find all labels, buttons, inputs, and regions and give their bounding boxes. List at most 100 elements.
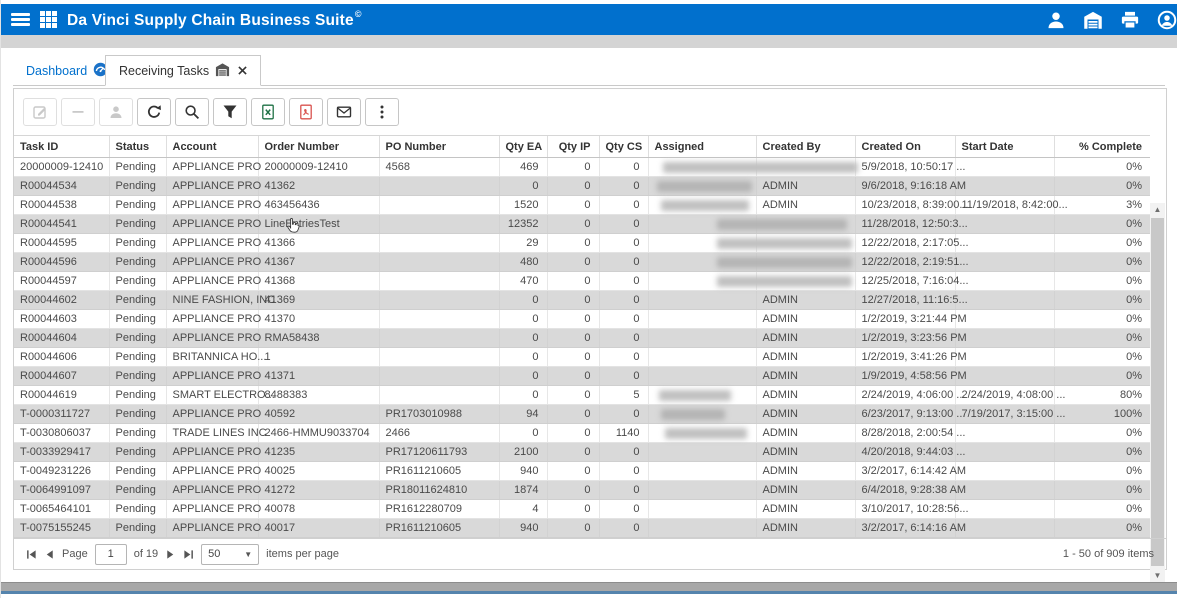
last-page-button[interactable]: [183, 549, 194, 560]
cell-assigned: [647, 442, 756, 462]
column-header-created_by[interactable]: Created By: [755, 135, 855, 158]
vertical-scrollbar[interactable]: ▲ ▼: [1150, 203, 1165, 583]
table-row[interactable]: R00044597 Pending APPLIANCE PRO 41368 470 0 0 1…: [14, 271, 1150, 291]
prev-page-button[interactable]: [44, 549, 55, 560]
cell-qty_ip: 0: [546, 461, 599, 481]
close-tab-icon[interactable]: [238, 65, 247, 77]
table-row[interactable]: T-0033929417 Pending APPLIANCE PRO 41235 PR1…: [14, 442, 1150, 462]
cell-po: [378, 328, 499, 348]
next-page-button[interactable]: [165, 549, 176, 560]
warehouse-icon: [215, 62, 230, 80]
table-row[interactable]: 20000009-12410 Pending APPLIANCE PRO 200000…: [14, 157, 1150, 177]
cell-assigned: [647, 290, 756, 310]
column-header-status[interactable]: Status: [108, 135, 166, 158]
first-page-button[interactable]: [26, 549, 37, 560]
column-header-po[interactable]: PO Number: [378, 135, 499, 158]
table-row[interactable]: R00044604 Pending APPLIANCE PRO RMA58438 0 0 0…: [14, 328, 1150, 348]
cell-task_id: R00044607: [14, 366, 109, 386]
table-row[interactable]: T-0064991097 Pending APPLIANCE PRO 41272 PR1…: [14, 480, 1150, 500]
cell-qty_ip: 0: [546, 385, 599, 405]
cell-status: Pending: [108, 385, 166, 405]
cell-status: Pending: [108, 309, 166, 329]
menu-icon[interactable]: [11, 13, 30, 26]
cell-qty_cs: 0: [598, 195, 648, 215]
cell-account: APPLIANCE PRO: [165, 442, 261, 462]
refresh-button[interactable]: [137, 98, 171, 126]
scroll-down-icon[interactable]: ▼: [1153, 571, 1162, 580]
table-row[interactable]: R00044595 Pending APPLIANCE PRO 41366 29 0 0 12…: [14, 233, 1150, 253]
cell-pct: 0%: [1053, 233, 1150, 253]
user-icon[interactable]: [1046, 10, 1066, 30]
export-excel-button[interactable]: [251, 98, 285, 126]
cell-task_id: R00044541: [14, 214, 109, 234]
cell-assigned: [647, 499, 756, 519]
table-row[interactable]: R00044538 Pending APPLIANCE PRO 463456436 15…: [14, 195, 1150, 215]
cell-created_on: 1/2/2019, 3:41:26 PM: [854, 347, 967, 367]
cell-created_on: 12/25/2018, 7:16:04...: [854, 271, 969, 291]
cell-start_date: [954, 176, 1054, 196]
tab-receiving-tasks-label: Receiving Tasks: [119, 63, 210, 78]
column-header-pct[interactable]: % Complete: [1053, 135, 1150, 158]
table-row[interactable]: R00044619 Pending SMART ELECTRO... 8488383 0…: [14, 385, 1150, 405]
scroll-up-icon[interactable]: ▲: [1153, 205, 1162, 214]
table-row[interactable]: R00044602 Pending NINE FASHION, INC 41369 0 0…: [14, 290, 1150, 310]
search-button[interactable]: [175, 98, 209, 126]
cell-start_date: 7/19/2017, 3:15:00 ...: [954, 404, 1065, 424]
apps-grid-icon[interactable]: [40, 11, 57, 28]
cell-order: 41370: [257, 309, 379, 329]
column-header-start_date[interactable]: Start Date: [954, 135, 1054, 158]
cell-order: 41368: [257, 271, 379, 291]
cell-status: Pending: [108, 195, 166, 215]
table-row[interactable]: T-0000311727 Pending APPLIANCE PRO 40592 PR1…: [14, 404, 1150, 424]
redacted-text: [658, 389, 731, 401]
table-row[interactable]: T-0075155245 Pending APPLIANCE PRO 40017 PR1…: [14, 518, 1150, 538]
cell-account: APPLIANCE PRO: [165, 309, 261, 329]
assign-user-button[interactable]: [99, 98, 133, 126]
cell-po: [378, 176, 499, 196]
horizontal-scrollbar[interactable]: [1, 582, 1177, 591]
filter-button[interactable]: [213, 98, 247, 126]
cell-start_date: [954, 233, 1054, 253]
more-options-button[interactable]: [365, 98, 399, 126]
cell-task_id: T-0033929417: [14, 442, 109, 462]
cell-task_id: R00044597: [14, 271, 109, 291]
table-row[interactable]: T-0049231226 Pending APPLIANCE PRO 40025 PR1…: [14, 461, 1150, 481]
window-bottom-border: [1, 591, 1177, 594]
column-header-order[interactable]: Order Number: [257, 135, 379, 158]
column-header-qty_ip[interactable]: Qty IP: [546, 135, 599, 158]
column-header-task_id[interactable]: Task ID: [14, 135, 109, 158]
tab-receiving-tasks[interactable]: Receiving Tasks: [105, 55, 262, 86]
table-row[interactable]: R00044534 Pending APPLIANCE PRO 41362 0 0 0 ADM…: [14, 176, 1150, 196]
cell-qty_cs: 0: [598, 233, 648, 253]
logout-icon[interactable]: [1157, 10, 1177, 30]
printer-icon[interactable]: [1120, 10, 1140, 30]
tab-dashboard[interactable]: Dashboard: [13, 55, 121, 86]
table-row[interactable]: T-0030806037 Pending TRADE LINES INC 2466-H…: [14, 423, 1150, 443]
cell-po: [378, 195, 499, 215]
cell-task_id: T-0065464101: [14, 499, 109, 519]
remove-button[interactable]: [61, 98, 95, 126]
header-divider: [1, 35, 1177, 48]
column-header-qty_ea[interactable]: Qty EA: [498, 135, 547, 158]
email-button[interactable]: [327, 98, 361, 126]
table-row[interactable]: R00044607 Pending APPLIANCE PRO 41371 0 0 0 ADM…: [14, 366, 1150, 386]
edit-button[interactable]: [23, 98, 57, 126]
cell-assigned: [647, 347, 756, 367]
table-row[interactable]: R00044606 Pending BRITANNICA HO... 1 0 0 0 ADMI…: [14, 347, 1150, 367]
export-pdf-button[interactable]: [289, 98, 323, 126]
column-header-qty_cs[interactable]: Qty CS: [598, 135, 648, 158]
warehouse-icon[interactable]: [1083, 10, 1103, 30]
cell-status: Pending: [108, 347, 166, 367]
table-row[interactable]: R00044596 Pending APPLIANCE PRO 41367 480 0 0 1…: [14, 252, 1150, 272]
column-header-created_on[interactable]: Created On: [854, 135, 955, 158]
column-header-account[interactable]: Account: [165, 135, 258, 158]
cell-status: Pending: [108, 214, 166, 234]
page-size-select[interactable]: 50 ▼: [201, 543, 260, 565]
page-number-input[interactable]: [94, 543, 127, 565]
scrollbar-thumb[interactable]: [1151, 218, 1164, 566]
table-row[interactable]: R00044541 Pending APPLIANCE PRO LineEntries…: [14, 214, 1150, 234]
cell-created_on: 12/22/2018, 2:17:05...: [854, 233, 969, 253]
column-header-assigned[interactable]: Assigned: [647, 135, 756, 158]
table-row[interactable]: R00044603 Pending APPLIANCE PRO 41370 0 0 0 ADM…: [14, 309, 1150, 329]
table-row[interactable]: T-0065464101 Pending APPLIANCE PRO 40078 PR1…: [14, 499, 1150, 519]
